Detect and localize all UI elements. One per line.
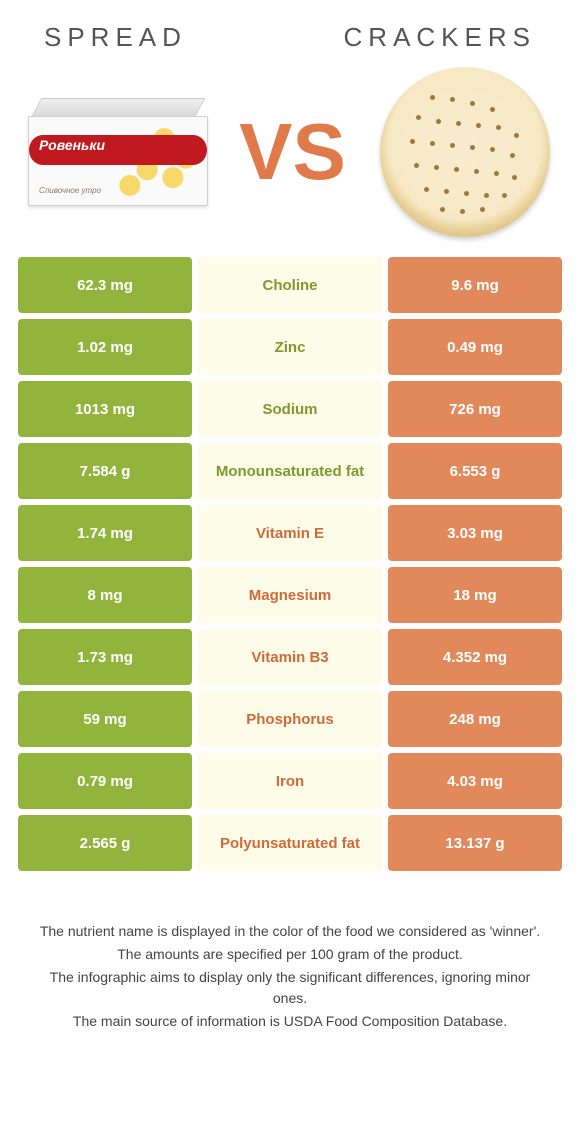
cracker-hole-icon	[434, 165, 439, 170]
nutrient-label: Monounsaturated fat	[198, 443, 382, 499]
cracker-hole-icon	[470, 101, 475, 106]
nutrient-label: Zinc	[198, 319, 382, 375]
nutrient-label: Vitamin B3	[198, 629, 382, 685]
right-value: 4.352 mg	[388, 629, 562, 685]
left-value: 1.74 mg	[18, 505, 192, 561]
comparison-titles: SPREAD CRACKERS	[18, 22, 562, 53]
cracker-hole-icon	[430, 95, 435, 100]
cracker-hole-icon	[440, 207, 445, 212]
cracker-hole-icon	[460, 209, 465, 214]
cracker-hole-icon	[510, 153, 515, 158]
table-row: 1013 mgSodium726 mg	[18, 381, 562, 437]
right-value: 13.137 g	[388, 815, 562, 871]
cracker-hole-icon	[436, 119, 441, 124]
cracker-hole-icon	[476, 123, 481, 128]
cracker-hole-icon	[410, 139, 415, 144]
cracker-hole-icon	[512, 175, 517, 180]
spread-image: Ровеньки Сливочное утро	[28, 98, 208, 206]
cracker-hole-icon	[496, 125, 501, 130]
cracker-image	[377, 67, 552, 237]
nutrient-label: Choline	[198, 257, 382, 313]
left-value: 7.584 g	[18, 443, 192, 499]
left-value: 1013 mg	[18, 381, 192, 437]
cracker-hole-icon	[414, 163, 419, 168]
left-value: 59 mg	[18, 691, 192, 747]
right-food-title: CRACKERS	[344, 22, 536, 53]
nutrient-label: Iron	[198, 753, 382, 809]
hero-row: Ровеньки Сливочное утро VS	[18, 67, 562, 237]
cracker-hole-icon	[464, 191, 469, 196]
cracker-hole-icon	[454, 167, 459, 172]
package-brand: Ровеньки	[39, 137, 105, 153]
cracker-hole-icon	[514, 133, 519, 138]
cracker-hole-icon	[444, 189, 449, 194]
left-value: 0.79 mg	[18, 753, 192, 809]
table-row: 8 mgMagnesium18 mg	[18, 567, 562, 623]
cracker-hole-icon	[494, 171, 499, 176]
vs-label: VS	[220, 112, 365, 192]
table-row: 59 mgPhosphorus248 mg	[18, 691, 562, 747]
note-line: The nutrient name is displayed in the co…	[38, 921, 542, 942]
table-row: 1.02 mgZinc0.49 mg	[18, 319, 562, 375]
cracker-hole-icon	[490, 107, 495, 112]
left-value: 62.3 mg	[18, 257, 192, 313]
right-value: 726 mg	[388, 381, 562, 437]
right-value: 248 mg	[388, 691, 562, 747]
left-value: 8 mg	[18, 567, 192, 623]
right-value: 18 mg	[388, 567, 562, 623]
cracker-hole-icon	[480, 207, 485, 212]
note-line: The main source of information is USDA F…	[38, 1011, 542, 1032]
left-value: 1.02 mg	[18, 319, 192, 375]
right-value: 4.03 mg	[388, 753, 562, 809]
note-line: The amounts are specified per 100 gram o…	[38, 944, 542, 965]
footer-notes: The nutrient name is displayed in the co…	[18, 921, 562, 1032]
cracker-hole-icon	[474, 169, 479, 174]
cracker-hole-icon	[470, 145, 475, 150]
nutrient-label: Sodium	[198, 381, 382, 437]
right-value: 6.553 g	[388, 443, 562, 499]
nutrient-table: 62.3 mgCholine9.6 mg 1.02 mgZinc0.49 mg 10…	[18, 257, 562, 871]
left-value: 2.565 g	[18, 815, 192, 871]
cracker-hole-icon	[502, 193, 507, 198]
table-row: 62.3 mgCholine9.6 mg	[18, 257, 562, 313]
package-subtitle: Сливочное утро	[39, 186, 101, 195]
cracker-hole-icon	[490, 147, 495, 152]
table-row: 1.73 mgVitamin B34.352 mg	[18, 629, 562, 685]
table-row: 1.74 mgVitamin E3.03 mg	[18, 505, 562, 561]
table-row: 2.565 gPolyunsaturated fat13.137 g	[18, 815, 562, 871]
left-value: 1.73 mg	[18, 629, 192, 685]
right-value: 3.03 mg	[388, 505, 562, 561]
nutrient-label: Vitamin E	[198, 505, 382, 561]
cracker-hole-icon	[484, 193, 489, 198]
table-row: 0.79 mgIron4.03 mg	[18, 753, 562, 809]
cracker-hole-icon	[456, 121, 461, 126]
right-value: 9.6 mg	[388, 257, 562, 313]
note-line: The infographic aims to display only the…	[38, 967, 542, 1009]
left-food-title: SPREAD	[44, 22, 187, 53]
cracker-hole-icon	[450, 97, 455, 102]
cracker-hole-icon	[416, 115, 421, 120]
table-row: 7.584 gMonounsaturated fat6.553 g	[18, 443, 562, 499]
cracker-hole-icon	[430, 141, 435, 146]
cracker-hole-icon	[424, 187, 429, 192]
right-value: 0.49 mg	[388, 319, 562, 375]
nutrient-label: Polyunsaturated fat	[198, 815, 382, 871]
nutrient-label: Phosphorus	[198, 691, 382, 747]
nutrient-label: Magnesium	[198, 567, 382, 623]
cracker-hole-icon	[450, 143, 455, 148]
